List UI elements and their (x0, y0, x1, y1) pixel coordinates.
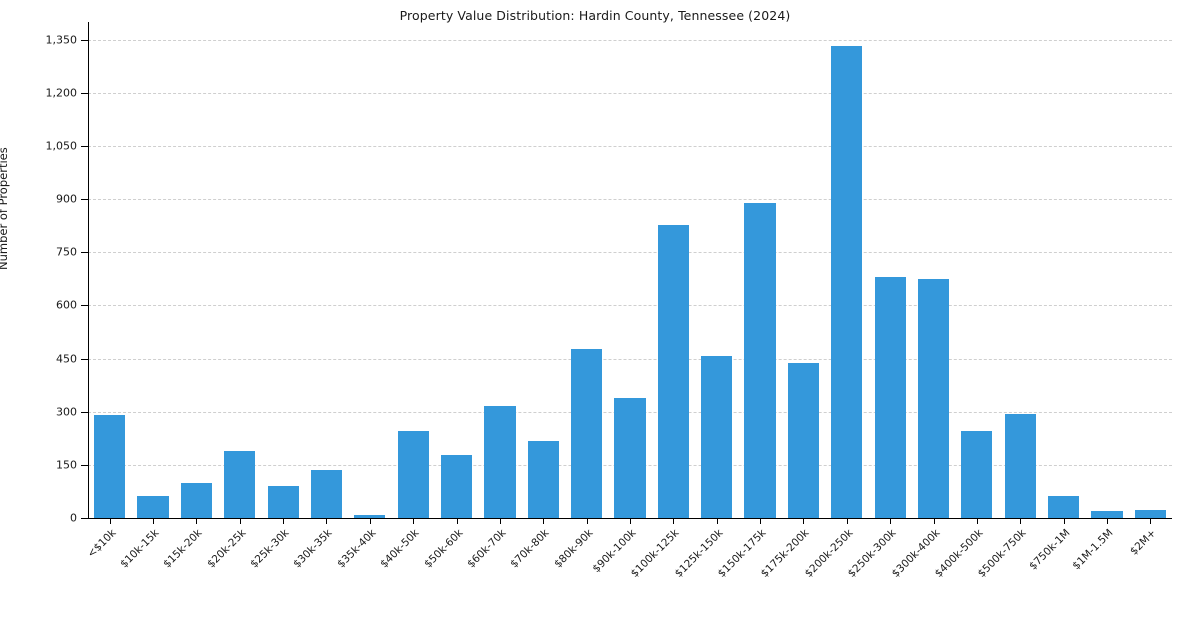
gridline (88, 358, 1172, 360)
x-tick-mark (413, 518, 415, 524)
gridline (88, 92, 1172, 94)
bar (94, 414, 126, 518)
y-tick-label: 450 (56, 352, 77, 366)
bar (354, 514, 386, 518)
y-tick-mark (81, 92, 88, 94)
y-tick-label: 1,350 (45, 33, 78, 47)
y-tick-label: 150 (56, 458, 77, 472)
bar (1004, 413, 1036, 518)
bar (1134, 509, 1166, 518)
x-tick-mark (1150, 518, 1152, 524)
bar (484, 406, 516, 518)
bar (787, 363, 820, 518)
y-tick-mark (81, 146, 88, 147)
bar (310, 470, 343, 518)
y-tick-label: 600 (56, 298, 77, 312)
gridline (88, 146, 1172, 147)
y-tick-label: 0 (70, 511, 77, 525)
y-tick-mark (81, 411, 88, 413)
x-tick-mark (326, 518, 328, 524)
x-tick-mark (716, 518, 718, 524)
bar (961, 430, 993, 518)
y-tick-label: 900 (56, 192, 77, 206)
y-axis-line (88, 22, 89, 518)
bar (917, 278, 950, 518)
bar (440, 454, 473, 518)
x-tick-mark (196, 518, 198, 524)
gridline (88, 305, 1172, 307)
gridline (88, 39, 1172, 41)
x-tick-mark (760, 518, 762, 524)
y-tick-mark (81, 39, 88, 41)
y-tick-mark (81, 518, 88, 519)
bar (874, 276, 906, 518)
x-tick-mark (456, 518, 458, 524)
y-tick-label: 750 (56, 245, 77, 259)
bar (267, 485, 299, 518)
x-tick-mark (239, 518, 241, 524)
bar (831, 46, 863, 518)
bar (1091, 510, 1123, 518)
chart-title: Property Value Distribution: Hardin Coun… (399, 8, 791, 23)
gridline (88, 199, 1172, 201)
bar (1047, 495, 1080, 518)
x-tick-mark (1020, 518, 1022, 524)
x-tick-mark (630, 518, 631, 524)
y-tick-mark (81, 358, 88, 360)
chart-figure: Property Value Distribution: Hardin Coun… (0, 8, 1172, 580)
x-tick-mark (1063, 518, 1065, 524)
bar (571, 348, 603, 518)
y-tick-label: 300 (56, 405, 77, 419)
x-tick-mark (890, 518, 892, 524)
plot-area (88, 22, 1172, 518)
x-tick-mark (283, 518, 285, 524)
y-tick-label: 1,050 (45, 139, 78, 153)
bar (701, 356, 733, 518)
y-tick-label: 1,200 (45, 86, 78, 100)
x-tick-mark (1106, 518, 1108, 524)
y-tick-mark (81, 305, 88, 307)
x-tick-mark (109, 518, 111, 524)
bar (397, 430, 429, 518)
x-tick-mark (933, 518, 935, 524)
bar (180, 482, 212, 518)
bar (614, 398, 646, 518)
gridline (88, 252, 1172, 254)
y-tick-mark (81, 464, 88, 466)
y-tick-mark (81, 252, 88, 254)
bar (527, 440, 559, 518)
bar (744, 203, 776, 518)
x-tick-mark (586, 518, 588, 524)
bar (137, 496, 169, 518)
x-tick-mark (803, 518, 805, 524)
x-tick-mark (153, 518, 155, 524)
bar (224, 451, 256, 518)
x-tick-mark (543, 518, 545, 524)
x-tick-mark (673, 518, 675, 524)
x-tick-mark (369, 518, 371, 524)
y-tick-mark (81, 199, 88, 201)
x-tick-mark (499, 518, 501, 524)
bar (657, 224, 689, 518)
x-tick-mark (846, 518, 848, 524)
x-tick-mark (976, 518, 978, 524)
